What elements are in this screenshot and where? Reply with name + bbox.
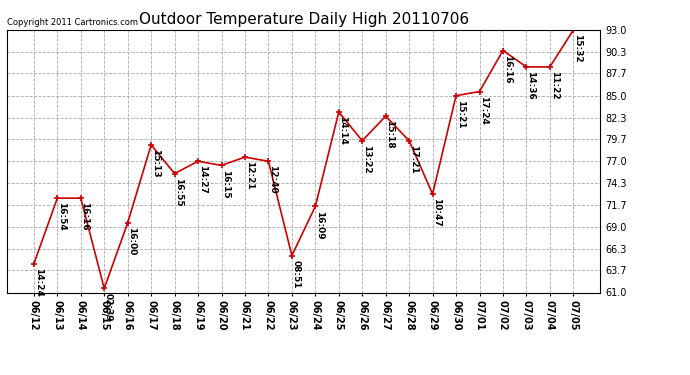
Text: 16:55: 16:55 xyxy=(175,178,184,206)
Title: Outdoor Temperature Daily High 20110706: Outdoor Temperature Daily High 20110706 xyxy=(139,12,469,27)
Text: 16:00: 16:00 xyxy=(128,227,137,255)
Text: 10:47: 10:47 xyxy=(432,198,442,227)
Text: 08:51: 08:51 xyxy=(292,260,301,288)
Text: 12:40: 12:40 xyxy=(268,165,277,194)
Text: 15:13: 15:13 xyxy=(151,149,160,178)
Text: 12:21: 12:21 xyxy=(245,161,254,190)
Text: 15:18: 15:18 xyxy=(385,120,395,149)
Text: 15:32: 15:32 xyxy=(573,34,582,63)
Text: 15:21: 15:21 xyxy=(455,100,465,128)
Text: 16:16: 16:16 xyxy=(81,202,90,231)
Text: Copyright 2011 Cartronics.com: Copyright 2011 Cartronics.com xyxy=(7,18,138,27)
Text: 17:24: 17:24 xyxy=(479,96,489,124)
Text: 14:24: 14:24 xyxy=(34,268,43,297)
Text: 11:22: 11:22 xyxy=(549,71,558,100)
Text: 14:27: 14:27 xyxy=(198,165,207,194)
Text: 16:15: 16:15 xyxy=(221,170,230,198)
Text: 14:36: 14:36 xyxy=(526,71,535,100)
Text: 16:54: 16:54 xyxy=(57,202,66,231)
Text: 02:39: 02:39 xyxy=(104,292,113,321)
Text: 14:14: 14:14 xyxy=(339,116,348,145)
Text: 17:21: 17:21 xyxy=(408,145,418,174)
Text: 13:22: 13:22 xyxy=(362,145,371,174)
Text: 16:16: 16:16 xyxy=(502,55,511,83)
Text: 16:09: 16:09 xyxy=(315,210,324,239)
